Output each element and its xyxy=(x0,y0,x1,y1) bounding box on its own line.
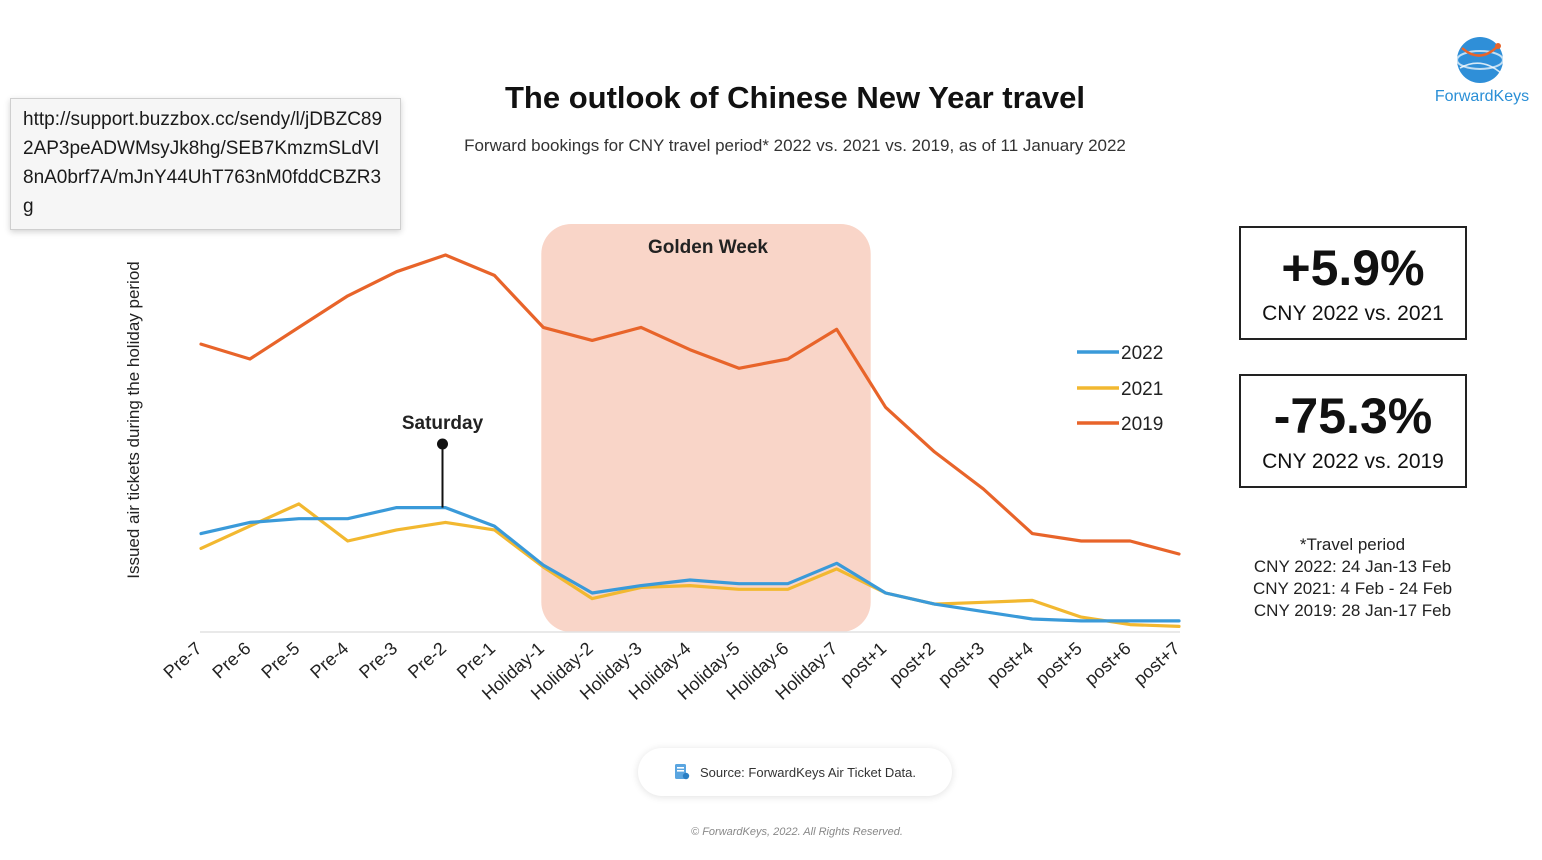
x-tick-label: post+7 xyxy=(1130,638,1184,689)
series-line-2019 xyxy=(199,253,1181,556)
legend-label-2021: 2021 xyxy=(1121,379,1163,400)
x-tick-label: post+5 xyxy=(1032,638,1086,689)
travel-period-note: *Travel period CNY 2022: 24 Jan-13 Feb C… xyxy=(1230,534,1475,622)
copyright-notice: © ForwardKeys, 2022. All Rights Reserved… xyxy=(691,826,903,838)
x-tick-label: Pre-7 xyxy=(160,638,206,682)
source-badge: Source: ForwardKeys Air Ticket Data. xyxy=(638,748,952,796)
x-tick-label: Pre-3 xyxy=(355,638,401,682)
chart-subtitle: Forward bookings for CNY travel period* … xyxy=(464,136,1126,155)
logo-wordmark: ForwardKeys xyxy=(1434,88,1530,105)
x-tick-label: Pre-6 xyxy=(208,638,254,682)
stat-box-vs-2019: -75.3% CNY 2022 vs. 2019 xyxy=(1239,374,1467,488)
chart-title: The outlook of Chinese New Year travel xyxy=(505,80,1085,115)
x-tick-label: Pre-4 xyxy=(306,638,352,682)
stat-label: CNY 2022 vs. 2021 xyxy=(1262,302,1444,325)
series-line-2022 xyxy=(199,506,1181,623)
x-tick-label: Pre-2 xyxy=(404,638,450,682)
stat-label: CNY 2022 vs. 2019 xyxy=(1262,450,1444,473)
x-tick-label: post+4 xyxy=(983,638,1037,689)
link-url-tooltip: http://support.buzzbox.cc/sendy/l/jDBZC8… xyxy=(10,98,401,230)
stat-box-vs-2021: +5.9% CNY 2022 vs. 2021 xyxy=(1239,226,1467,340)
golden-week-band xyxy=(541,224,871,632)
stat-value: +5.9% xyxy=(1281,240,1425,296)
source-text: Source: ForwardKeys Air Ticket Data. xyxy=(699,764,917,780)
x-tick-label: post+1 xyxy=(836,638,890,689)
forwardkeys-globe-icon xyxy=(1456,37,1504,83)
x-tick-label: post+2 xyxy=(885,638,939,689)
annotation-label: Saturday xyxy=(402,413,484,434)
series-line-2021 xyxy=(199,502,1181,629)
document-icon xyxy=(674,764,690,780)
annotation-dot xyxy=(437,438,448,450)
travel-period-heading: *Travel period xyxy=(1299,535,1406,554)
travel-period-line: CNY 2022: 24 Jan-13 Feb xyxy=(1253,557,1452,576)
x-tick-label: post+6 xyxy=(1081,638,1135,689)
x-tick-label: Pre-5 xyxy=(257,638,303,682)
travel-period-line: CNY 2019: 28 Jan-17 Feb xyxy=(1253,601,1452,620)
legend-label-2022: 2022 xyxy=(1121,343,1163,364)
stat-value: -75.3% xyxy=(1273,388,1433,444)
golden-week-label: Golden Week xyxy=(648,237,768,258)
legend-label-2019: 2019 xyxy=(1121,414,1163,435)
x-tick-label: post+3 xyxy=(934,638,988,689)
travel-period-line: CNY 2021: 4 Feb - 24 Feb xyxy=(1252,579,1453,598)
